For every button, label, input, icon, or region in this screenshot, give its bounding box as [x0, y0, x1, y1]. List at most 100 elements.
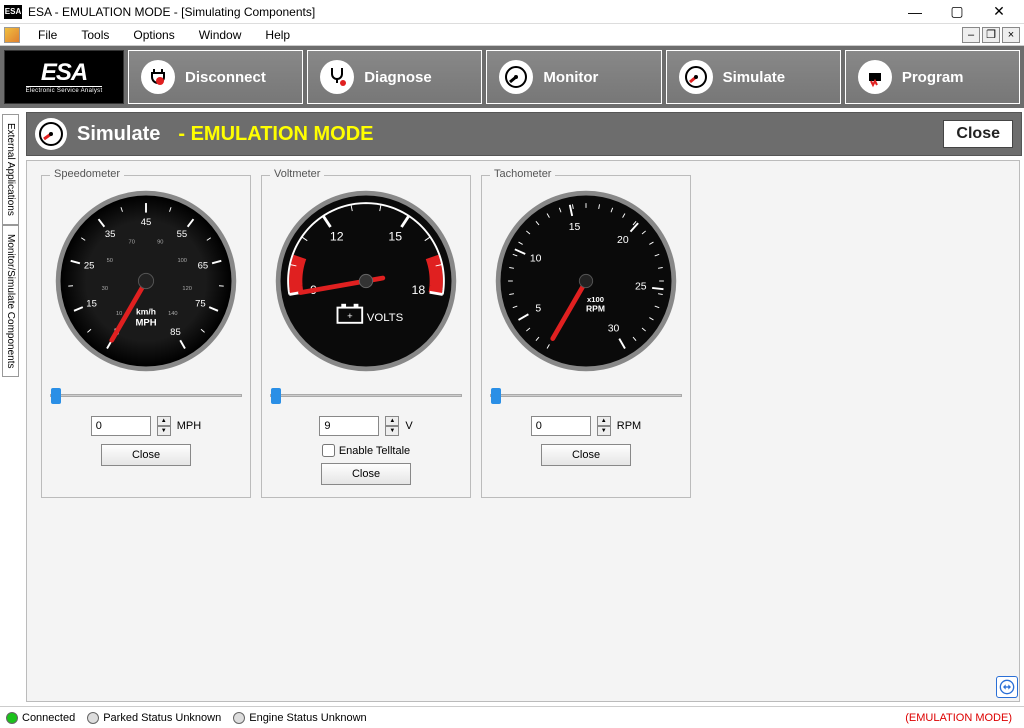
svg-text:VOLTS: VOLTS [367, 312, 404, 324]
spin-down[interactable]: ▼ [385, 426, 399, 436]
maximize-button[interactable]: ▢ [936, 1, 978, 23]
status-dot-icon [6, 712, 18, 724]
svg-text:20: 20 [617, 235, 629, 246]
svg-text:140: 140 [168, 311, 178, 317]
gauge-slider-tachometer[interactable] [490, 386, 682, 404]
gauge-close-button-speedometer[interactable]: Close [101, 444, 191, 466]
enable-telltale-checkbox[interactable] [322, 444, 335, 457]
svg-text:25: 25 [635, 282, 647, 293]
window-title: ESA - EMULATION MODE - [Simulating Compo… [28, 5, 894, 19]
svg-text:70: 70 [129, 240, 135, 246]
telltale-label: Enable Telltale [339, 445, 410, 457]
main-toolbar: ESA Electronic Service Analyst Disconnec… [0, 46, 1024, 108]
toolbar-monitor-button[interactable]: Monitor [486, 50, 661, 104]
app-icon: ESA [4, 5, 22, 19]
gauge-unit: V [405, 420, 412, 432]
teamviewer-icon[interactable] [996, 676, 1018, 698]
mdi-minimize-button[interactable]: – [962, 27, 980, 43]
svg-text:30: 30 [102, 286, 108, 292]
mdi-close-button[interactable]: × [1002, 27, 1020, 43]
status-connected: Connected [6, 712, 75, 724]
status-engine-status-unknown: Engine Status Unknown [233, 712, 366, 724]
toolbar-simulate-button[interactable]: Simulate [666, 50, 841, 104]
mdi-restore-button[interactable]: ❐ [982, 27, 1000, 43]
svg-text:10: 10 [530, 253, 542, 264]
svg-text:55: 55 [177, 229, 188, 240]
svg-text:15: 15 [388, 229, 402, 243]
status-dot-icon [87, 712, 99, 724]
svg-text:5: 5 [535, 303, 541, 314]
gauge-value-input-voltmeter[interactable] [319, 416, 379, 436]
toolbar-program-button[interactable]: Program [845, 50, 1020, 104]
svg-text:MPH: MPH [135, 318, 156, 329]
svg-text:90: 90 [157, 240, 163, 246]
toolbar-label: Diagnose [364, 69, 432, 86]
status-parked-status-unknown: Parked Status Unknown [87, 712, 221, 724]
gauge-red-icon [679, 60, 713, 94]
gauge-icon [499, 60, 533, 94]
gauge-close-button-tachometer[interactable]: Close [541, 444, 631, 466]
status-label: Connected [22, 712, 75, 724]
logo-text: ESA [41, 61, 87, 85]
svg-text:18: 18 [412, 283, 426, 297]
svg-text:30: 30 [608, 324, 620, 335]
menu-bar: FileToolsOptionsWindowHelp – ❐ × [0, 24, 1024, 46]
toolbar-disconnect-button[interactable]: Disconnect [128, 50, 303, 104]
mdi-controls: – ❐ × [962, 27, 1020, 43]
gauge-value-input-tachometer[interactable] [531, 416, 591, 436]
page-title: Simulate [77, 123, 160, 146]
gauge-icon [35, 118, 67, 150]
gauge-tachometer: 51015202530x100RPM [491, 186, 681, 376]
spin-down[interactable]: ▼ [597, 426, 611, 436]
svg-text:km/h: km/h [136, 306, 156, 316]
window-titlebar: ESA ESA - EMULATION MODE - [Simulating C… [0, 0, 1024, 24]
status-dot-icon [233, 712, 245, 724]
svg-text:45: 45 [141, 217, 152, 228]
spin-up[interactable]: ▲ [597, 416, 611, 426]
gauge-value-input-speedometer[interactable] [91, 416, 151, 436]
svg-text:12: 12 [330, 229, 344, 243]
gauge-legend: Tachometer [490, 168, 555, 180]
close-window-button[interactable]: ✕ [978, 1, 1020, 23]
gauge-unit: RPM [617, 420, 641, 432]
menu-window[interactable]: Window [187, 26, 254, 44]
page-close-button[interactable]: Close [943, 120, 1013, 148]
plug-icon [141, 60, 175, 94]
side-tab-monitor[interactable]: Monitor/Simulate Components [2, 225, 19, 378]
gauge-group-speedometer: Speedometer51525354555657585103050709010… [41, 175, 251, 498]
menu-help[interactable]: Help [253, 26, 302, 44]
spin-down[interactable]: ▼ [157, 426, 171, 436]
gauge-group-voltmeter: Voltmeter9121518+VOLTS▲▼VEnable Telltale… [261, 175, 471, 498]
menu-options[interactable]: Options [121, 26, 186, 44]
stetho-icon [320, 60, 354, 94]
svg-text:75: 75 [195, 298, 206, 309]
toolbar-label: Monitor [543, 69, 598, 86]
spin-up[interactable]: ▲ [157, 416, 171, 426]
menu-tools[interactable]: Tools [69, 26, 121, 44]
svg-text:15: 15 [86, 298, 97, 309]
svg-text:100: 100 [177, 258, 187, 264]
gauge-slider-voltmeter[interactable] [270, 386, 462, 404]
window-controls: — ▢ ✕ [894, 1, 1020, 23]
toolbar-diagnose-button[interactable]: Diagnose [307, 50, 482, 104]
svg-text:85: 85 [170, 327, 181, 338]
svg-text:25: 25 [84, 261, 95, 272]
svg-text:10: 10 [116, 311, 122, 317]
menu-file[interactable]: File [26, 26, 69, 44]
logo-subtitle: Electronic Service Analyst [26, 86, 103, 94]
svg-text:15: 15 [569, 222, 581, 233]
side-tab-external[interactable]: External Applications [2, 114, 19, 225]
page-mode: - EMULATION MODE [178, 123, 373, 146]
gauge-close-button-voltmeter[interactable]: Close [321, 463, 411, 485]
spin-up[interactable]: ▲ [385, 416, 399, 426]
minimize-button[interactable]: — [894, 1, 936, 23]
side-tabs: External Applications Monitor/Simulate C… [2, 114, 24, 377]
gauge-slider-speedometer[interactable] [50, 386, 242, 404]
logo: ESA Electronic Service Analyst [4, 50, 124, 104]
toolbar-label: Program [902, 69, 964, 86]
gauge-voltmeter: 9121518+VOLTS [271, 186, 461, 376]
content-area: Speedometer51525354555657585103050709010… [26, 160, 1020, 702]
gauge-legend: Speedometer [50, 168, 124, 180]
chip-icon [858, 60, 892, 94]
gauge-group-tachometer: Tachometer51015202530x100RPM▲▼RPMClose [481, 175, 691, 498]
